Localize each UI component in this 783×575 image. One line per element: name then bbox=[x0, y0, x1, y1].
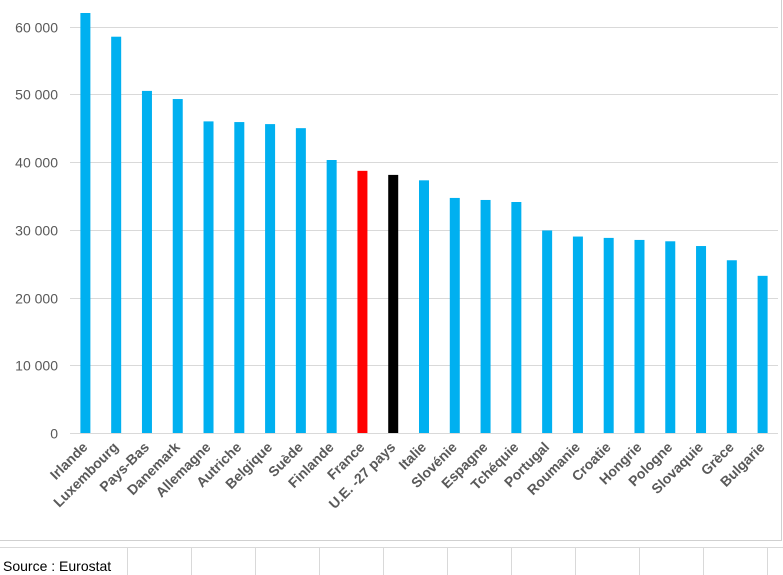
footer-cell bbox=[575, 547, 640, 575]
footer-cell bbox=[0, 547, 128, 575]
footer-cell bbox=[447, 547, 512, 575]
footer-cell bbox=[255, 547, 320, 575]
y-tick-label: 10 000 bbox=[15, 358, 58, 374]
bar bbox=[757, 275, 768, 433]
y-tick-label: 60 000 bbox=[15, 20, 58, 36]
bar bbox=[603, 237, 614, 433]
footer-cell bbox=[127, 547, 192, 575]
footer-cell bbox=[383, 547, 448, 575]
bar bbox=[696, 246, 707, 433]
bar bbox=[172, 99, 183, 433]
y-tick-label: 30 000 bbox=[15, 223, 58, 239]
bar bbox=[265, 124, 276, 433]
bar bbox=[572, 236, 583, 433]
bar bbox=[111, 36, 122, 433]
source-note: Source : Eurostat bbox=[3, 558, 112, 574]
bar bbox=[326, 160, 337, 433]
bar bbox=[449, 197, 460, 433]
bar bbox=[419, 180, 429, 433]
bar bbox=[141, 90, 152, 433]
bar bbox=[542, 230, 553, 433]
footer-cell bbox=[511, 547, 576, 575]
bar bbox=[726, 260, 737, 433]
bar bbox=[234, 122, 245, 433]
y-tick-label: 40 000 bbox=[15, 155, 58, 171]
bar bbox=[203, 121, 214, 434]
bar bbox=[357, 170, 368, 433]
y-tick-label: 0 bbox=[50, 426, 58, 442]
y-axis-ticks: 0 10 000 20 000 30 000 40 000 50 000 60 000 bbox=[15, 20, 58, 442]
y-tick-label: 20 000 bbox=[15, 291, 58, 307]
bar bbox=[480, 199, 491, 433]
footer-cell bbox=[319, 547, 384, 575]
bar bbox=[388, 174, 399, 433]
bar-chart: 0 10 000 20 000 30 000 40 000 50 000 60 000 Ir… bbox=[15, 13, 778, 512]
y-tick-label: 50 000 bbox=[15, 87, 58, 103]
bars bbox=[80, 13, 768, 434]
bar bbox=[80, 13, 91, 433]
bar bbox=[511, 202, 522, 433]
bar bbox=[634, 239, 645, 433]
footer-cell bbox=[639, 547, 704, 575]
bar bbox=[295, 128, 306, 433]
footer-divider bbox=[0, 547, 783, 548]
bar bbox=[665, 241, 676, 433]
footer-cell bbox=[703, 547, 768, 575]
x-axis-ticks: IrlandeLuxembourgPays-BasDanemarkAllemag… bbox=[47, 439, 768, 512]
footer-row: Source : Eurostat bbox=[0, 541, 783, 575]
footer-cell bbox=[191, 547, 256, 575]
